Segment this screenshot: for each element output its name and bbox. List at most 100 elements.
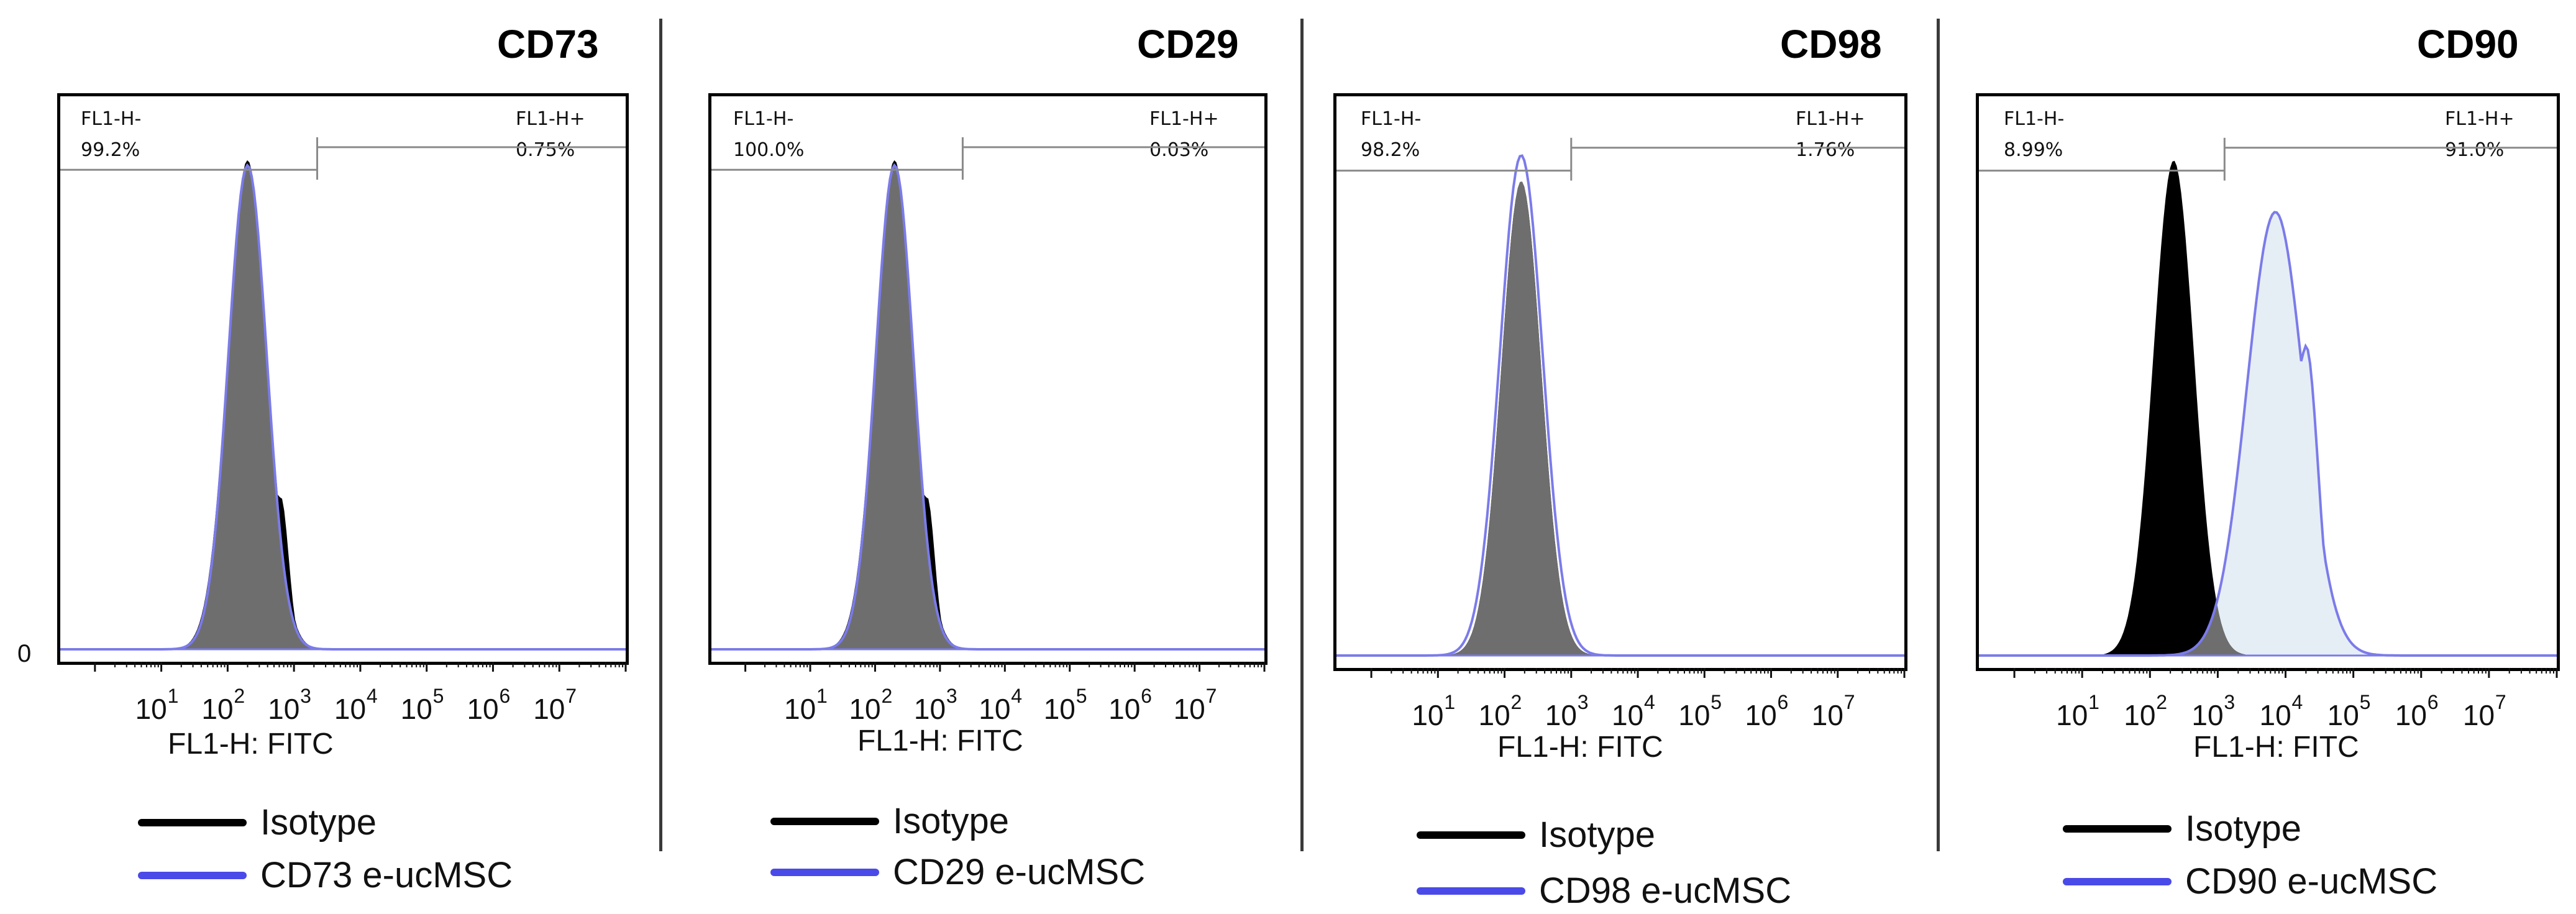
tick-label: 10 <box>334 693 366 725</box>
tick-label: 10 <box>784 693 816 725</box>
tick-label-exponent: 4 <box>1644 691 1655 713</box>
tick-label: 10 <box>533 693 565 725</box>
gate-negative-percent: 8.99% <box>2004 139 2063 161</box>
legend-swatch-sample <box>2063 877 2172 885</box>
gate-negative-name: FL1-H- <box>81 108 142 130</box>
sample-histogram-line <box>60 163 626 651</box>
tick-label-exponent: 6 <box>2428 691 2439 713</box>
tick-label: 10 <box>1479 699 1510 731</box>
tick-label: 10 <box>1044 693 1076 725</box>
tick-label-exponent: 7 <box>1844 691 1855 713</box>
histogram-svg: 10 1 10 2 10 3 10 4 10 5 10 6 10 7 <box>711 137 1266 725</box>
x-axis-label: FL1-H: FITC <box>2193 731 2359 764</box>
tick-label-exponent: 1 <box>816 685 828 707</box>
legend-label: Isotype <box>893 801 1009 841</box>
legend-swatch-sample <box>138 871 247 879</box>
tick-label: 10 <box>135 693 167 725</box>
panel-cd73: CD73 FL1-H- 99.2% FL1-H+ 0.75% 0 10 1 10 2 1… <box>0 0 659 914</box>
tick-label-exponent: 7 <box>565 685 577 707</box>
plot-frame <box>708 93 1267 665</box>
tick-label-exponent: 4 <box>2292 691 2303 713</box>
tick-label: 10 <box>914 693 946 725</box>
tick-label: 10 <box>1812 699 1843 731</box>
tick-label-exponent: 3 <box>1578 691 1589 713</box>
sample-fill <box>1979 212 2557 656</box>
gate-positive-name: FL1-H+ <box>2445 108 2514 130</box>
panel-cd90: CD90 FL1-H- 8.99% FL1-H+ 91.0% 10 1 10 2 10 3… <box>1951 0 2576 914</box>
panel-divider <box>1300 19 1304 851</box>
tick-label: 10 <box>2124 699 2155 731</box>
legend-label: Isotype <box>260 802 377 843</box>
panel-divider <box>659 19 662 851</box>
legend-label: CD98 e-ucMSC <box>1539 871 1792 911</box>
tick-label-exponent: 6 <box>1141 685 1152 707</box>
overlap-region <box>1336 181 1904 656</box>
tick-label: 10 <box>2327 699 2359 731</box>
gate-positive-name: FL1-H+ <box>516 108 585 130</box>
histogram-svg: 10 1 10 2 10 3 10 4 10 5 10 6 10 7 <box>60 137 627 725</box>
legend-swatch-sample <box>1417 887 1525 895</box>
legend-label: CD73 e-ucMSC <box>260 855 513 895</box>
gate-positive-percent: 91.0% <box>2445 139 2505 161</box>
chart-title: CD98 <box>1780 22 1882 66</box>
tick-label-exponent: 2 <box>1511 691 1522 713</box>
gate-negative-percent: 99.2% <box>81 139 140 161</box>
tick-label: 10 <box>268 693 299 725</box>
histogram-svg: 10 1 10 2 10 3 10 4 10 5 10 6 10 7 <box>1336 137 1906 731</box>
tick-label: 10 <box>1745 699 1777 731</box>
gate-positive-percent: 1.76% <box>1796 139 1855 161</box>
sample-histogram-line <box>1336 154 1904 657</box>
legend-swatch-isotype <box>2063 825 2172 833</box>
tick-label-exponent: 6 <box>499 685 510 707</box>
gate-positive-percent: 0.03% <box>1149 139 1209 161</box>
tick-label: 10 <box>201 693 233 725</box>
tick-label-exponent: 1 <box>168 685 179 707</box>
tick-label-exponent: 6 <box>1778 691 1789 713</box>
legend-label: CD29 e-ucMSC <box>893 852 1146 892</box>
chart-title: CD90 <box>2417 22 2519 66</box>
legend-label: Isotype <box>1539 815 1655 855</box>
tick-label-exponent: 2 <box>234 685 245 707</box>
tick-label-exponent: 5 <box>2360 691 2371 713</box>
panel-cd98: CD98 FL1-H- 98.2% FL1-H+ 1.76% 10 1 10 2 10 3… <box>1311 0 1932 914</box>
tick-label: 10 <box>2191 699 2223 731</box>
isotype-histogram <box>711 160 1264 649</box>
tick-label: 10 <box>467 693 498 725</box>
gate-negative-name: FL1-H- <box>1361 108 1422 130</box>
tick-label: 10 <box>849 693 880 725</box>
x-axis-label: FL1-H: FITC <box>168 728 334 761</box>
y-zero-label: 0 <box>17 640 32 667</box>
tick-label-exponent: 5 <box>1076 685 1087 707</box>
legend-item-sample: CD73 e-ucMSC <box>138 854 513 896</box>
tick-label: 10 <box>2260 699 2291 731</box>
isotype-histogram <box>1336 181 1904 656</box>
plot-frame <box>57 93 629 665</box>
legend-item-isotype: Isotype <box>770 800 1009 842</box>
tick-label: 10 <box>401 693 432 725</box>
plot-frame <box>1333 93 1907 671</box>
legend-item-isotype: Isotype <box>138 802 377 843</box>
tick-label-exponent: 5 <box>433 685 444 707</box>
panel-divider <box>1937 19 1940 851</box>
tick-label: 10 <box>1174 693 1205 725</box>
tick-label: 10 <box>2463 699 2495 731</box>
gate-positive-name: FL1-H+ <box>1796 108 1865 130</box>
tick-label: 10 <box>979 693 1010 725</box>
gate-positive-name: FL1-H+ <box>1149 108 1219 130</box>
gate-positive-percent: 0.75% <box>516 139 575 161</box>
legend-swatch-isotype <box>1417 831 1525 839</box>
gate-negative-name: FL1-H- <box>2004 108 2065 130</box>
tick-label-exponent: 2 <box>881 685 892 707</box>
legend-item-isotype: Isotype <box>1417 814 1655 856</box>
tick-label: 10 <box>1678 699 1710 731</box>
tick-label-exponent: 3 <box>2224 691 2235 713</box>
tick-label-exponent: 3 <box>300 685 311 707</box>
legend-item-sample: CD98 e-ucMSC <box>1417 870 1791 912</box>
legend-label: Isotype <box>2185 808 2301 849</box>
tick-label: 10 <box>1108 693 1140 725</box>
tick-label-exponent: 1 <box>1444 691 1455 713</box>
tick-label: 10 <box>2056 699 2088 731</box>
gate-negative-percent: 100.0% <box>733 139 805 161</box>
gate-negative-name: FL1-H- <box>733 108 794 130</box>
tick-label: 10 <box>1412 699 1443 731</box>
